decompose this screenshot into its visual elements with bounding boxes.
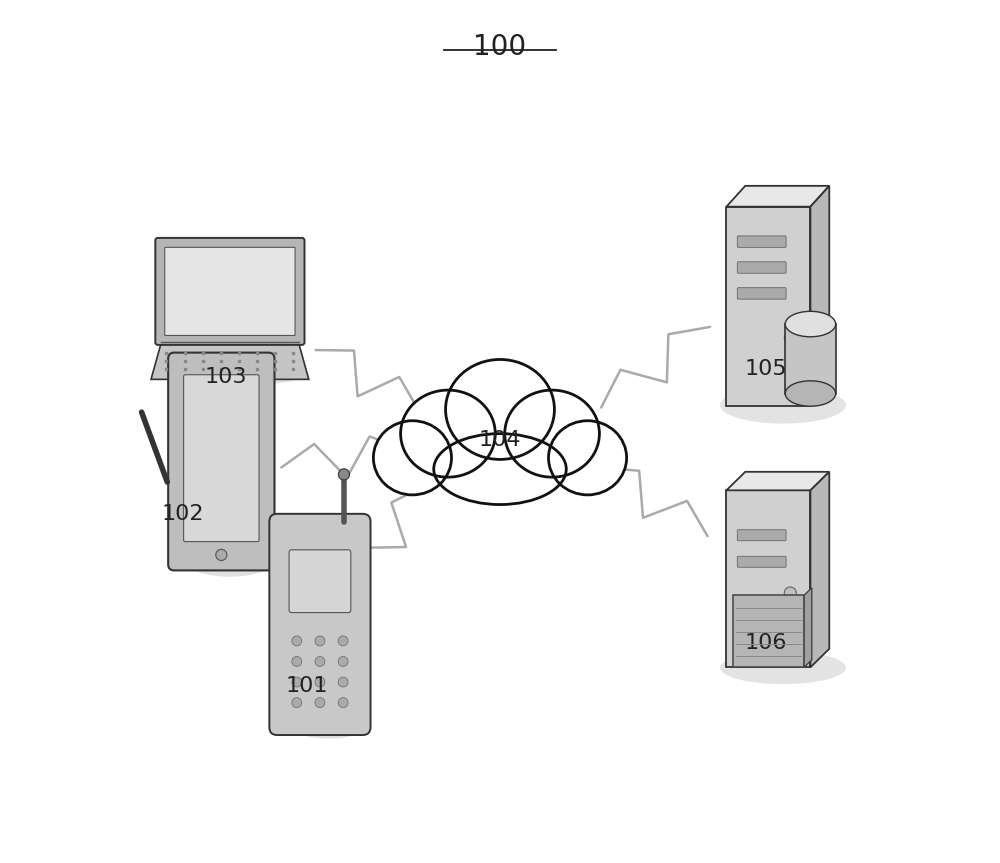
FancyBboxPatch shape [155, 238, 305, 345]
FancyBboxPatch shape [726, 490, 810, 667]
Ellipse shape [549, 421, 627, 494]
Text: 105: 105 [744, 359, 787, 379]
Polygon shape [726, 186, 829, 206]
Circle shape [338, 677, 348, 687]
Circle shape [338, 469, 350, 480]
Ellipse shape [720, 387, 846, 424]
Polygon shape [804, 588, 812, 667]
Circle shape [338, 697, 348, 708]
Text: 101: 101 [286, 676, 328, 696]
Circle shape [315, 657, 325, 666]
FancyBboxPatch shape [726, 206, 810, 406]
Circle shape [315, 697, 325, 708]
FancyBboxPatch shape [168, 353, 274, 570]
Circle shape [292, 657, 302, 666]
Text: 100: 100 [473, 33, 527, 60]
Ellipse shape [401, 390, 495, 477]
Circle shape [338, 636, 348, 646]
Polygon shape [151, 343, 309, 380]
Circle shape [292, 697, 302, 708]
FancyBboxPatch shape [737, 236, 786, 248]
Ellipse shape [505, 390, 599, 477]
Text: 106: 106 [745, 633, 787, 653]
FancyBboxPatch shape [733, 595, 804, 667]
Circle shape [292, 677, 302, 687]
Text: 104: 104 [479, 430, 521, 450]
FancyBboxPatch shape [269, 513, 371, 735]
Ellipse shape [785, 312, 836, 337]
FancyBboxPatch shape [165, 248, 295, 336]
Ellipse shape [185, 544, 275, 576]
Bar [785, 324, 836, 394]
Circle shape [315, 677, 325, 687]
Ellipse shape [288, 708, 369, 739]
Ellipse shape [785, 381, 836, 406]
Circle shape [338, 657, 348, 666]
Circle shape [784, 332, 796, 344]
FancyBboxPatch shape [737, 557, 786, 567]
Circle shape [292, 636, 302, 646]
Text: 102: 102 [161, 504, 204, 525]
FancyBboxPatch shape [737, 261, 786, 274]
Circle shape [216, 550, 227, 560]
Polygon shape [810, 186, 829, 406]
Ellipse shape [373, 421, 451, 494]
Circle shape [784, 587, 796, 599]
FancyBboxPatch shape [184, 375, 259, 542]
Polygon shape [726, 472, 829, 490]
Ellipse shape [434, 433, 566, 505]
FancyBboxPatch shape [737, 530, 786, 541]
Ellipse shape [446, 360, 554, 459]
Ellipse shape [720, 652, 846, 684]
FancyBboxPatch shape [737, 287, 786, 299]
Polygon shape [810, 472, 829, 667]
Ellipse shape [170, 361, 307, 386]
FancyBboxPatch shape [289, 550, 351, 613]
Circle shape [315, 636, 325, 646]
Text: 103: 103 [204, 367, 247, 387]
